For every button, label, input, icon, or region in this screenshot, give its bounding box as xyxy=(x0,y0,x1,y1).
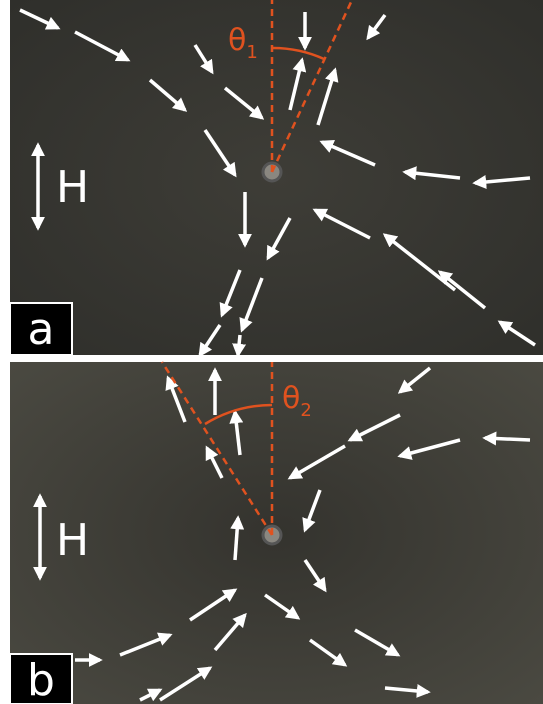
angle-subscript: 2 xyxy=(300,400,311,421)
field-label: H xyxy=(56,515,89,566)
field-label: H xyxy=(56,162,89,213)
panel-label: b xyxy=(27,655,55,704)
angle-symbol: θ xyxy=(282,381,300,416)
angle-symbol: θ xyxy=(228,23,246,58)
flow-arrow xyxy=(485,438,530,440)
page: θ1 θ2 H H a b (() => { const data = JSON… xyxy=(0,0,543,704)
figure: θ1 θ2 H H a b xyxy=(0,0,543,704)
flow-arrow xyxy=(238,335,240,355)
panel-label: a xyxy=(28,304,55,355)
angle-subscript: 1 xyxy=(246,42,257,63)
